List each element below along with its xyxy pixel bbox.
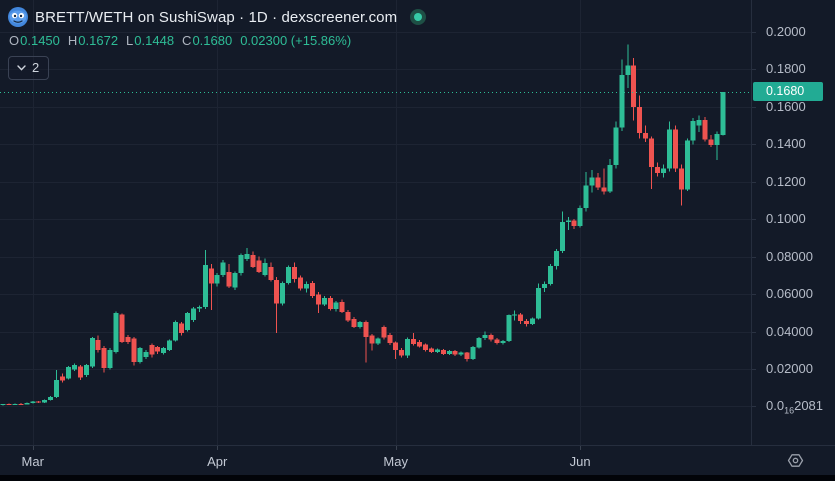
price-axis-tick bbox=[752, 144, 756, 145]
price-axis-tick bbox=[752, 219, 756, 220]
time-axis-label: Jun bbox=[569, 454, 591, 469]
price-axis-tick bbox=[752, 107, 756, 108]
time-axis-label: Apr bbox=[207, 454, 228, 469]
chevron-down-icon bbox=[17, 64, 26, 71]
time-axis-label: Mar bbox=[21, 454, 44, 469]
price-axis-label: 0.0162081 bbox=[766, 398, 824, 416]
price-axis-tick bbox=[752, 32, 756, 33]
price-axis-label: 0.04000 bbox=[766, 323, 813, 339]
time-axis-tick bbox=[33, 446, 34, 450]
price-axis-tick bbox=[752, 294, 756, 295]
price-axis-label: 0.1000 bbox=[766, 211, 806, 227]
price-axis[interactable]: 0.1680 0.2000 0.1800 0.1600 0.1400 0.1200 0.1… bbox=[751, 0, 835, 445]
price-axis-tick bbox=[752, 182, 756, 183]
price-axis-tick bbox=[752, 332, 756, 333]
price-axis-label: 0.02000 bbox=[766, 360, 813, 376]
indicators-count: 2 bbox=[32, 60, 40, 75]
price-axis-label: 0.1200 bbox=[766, 173, 806, 189]
candles-series bbox=[0, 44, 726, 406]
price-axis-label: 0.1800 bbox=[766, 61, 806, 77]
time-axis-tick bbox=[580, 446, 581, 450]
price-axis-label: 0.2000 bbox=[766, 23, 806, 39]
price-axis-label: 0.1400 bbox=[766, 136, 806, 152]
indicators-collapse-button[interactable]: 2 bbox=[8, 56, 50, 80]
price-axis-tick bbox=[752, 369, 756, 370]
chart-plot-area[interactable] bbox=[0, 0, 751, 445]
time-axis-label: May bbox=[383, 454, 408, 469]
time-axis-tick bbox=[396, 446, 397, 450]
bottom-border-bar bbox=[0, 475, 835, 481]
price-axis-tick bbox=[752, 257, 756, 258]
time-axis-tick bbox=[217, 446, 218, 450]
price-axis-label: 0.06000 bbox=[766, 286, 813, 302]
chart-settings-gear-icon[interactable] bbox=[787, 452, 804, 469]
price-axis-label: 0.08000 bbox=[766, 248, 813, 264]
price-axis-tick bbox=[752, 69, 756, 70]
price-axis-label: 0.1600 bbox=[766, 98, 806, 114]
candlestick-chart[interactable] bbox=[0, 0, 751, 445]
chart-gridlines bbox=[0, 0, 751, 445]
time-axis[interactable]: Mar Apr May Jun bbox=[0, 445, 835, 475]
last-price-tag: 0.1680 bbox=[753, 82, 823, 101]
price-axis-tick bbox=[752, 406, 756, 407]
